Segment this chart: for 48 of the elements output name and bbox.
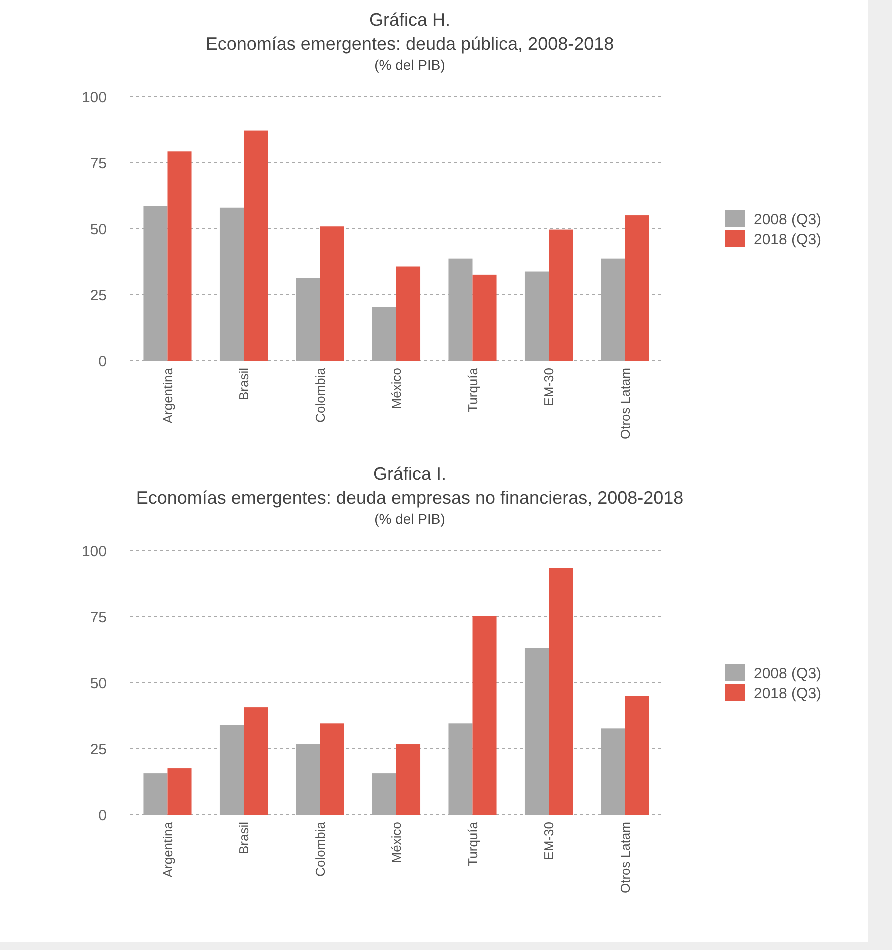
y-tick-label: 0	[98, 807, 107, 824]
x-tick-label: Turquía	[465, 821, 480, 866]
bar	[396, 266, 421, 361]
y-tick-label: 100	[82, 89, 107, 106]
x-tick-label: Turquía	[465, 367, 480, 412]
bar	[625, 696, 650, 815]
legend-label: 2018 (Q3)	[754, 685, 822, 702]
chart-subtitle: Economías emergentes: deuda pública, 2008-2018	[206, 34, 614, 54]
bar	[168, 152, 192, 361]
bar	[320, 226, 344, 361]
bar	[396, 744, 421, 815]
x-tick-label: Colombia	[312, 821, 328, 877]
x-tick-label: Otros Latam	[618, 822, 633, 894]
y-tick-label: 50	[90, 221, 107, 238]
chart-subtitle: Economías emergentes: deuda empresas no financieras, 2008-2018	[136, 488, 684, 508]
x-tick-label: Argentina	[160, 367, 176, 424]
y-tick-label: 0	[98, 353, 107, 370]
bar	[549, 230, 574, 361]
bar	[472, 274, 497, 361]
y-axis-title: (% del PIB)	[374, 57, 446, 73]
bar	[549, 568, 574, 815]
x-tick-label: EM-30	[542, 368, 557, 406]
x-tick-label: Otros Latam	[618, 368, 633, 440]
x-tick-label: Argentina	[160, 821, 176, 878]
bar	[320, 724, 344, 815]
y-axis-title: (% del PIB)	[374, 511, 446, 527]
bar	[244, 708, 268, 815]
bar	[625, 216, 650, 361]
x-tick-label: Colombia	[312, 367, 328, 423]
bar	[472, 616, 497, 815]
legend-label: 2008 (Q3)	[754, 665, 822, 682]
bar	[168, 768, 192, 815]
x-tick-label: México	[389, 822, 404, 864]
x-tick-label: Brasil	[236, 368, 252, 401]
bar	[244, 130, 268, 361]
x-tick-label: EM-30	[542, 822, 557, 860]
legend-label: 2008 (Q3)	[754, 211, 822, 228]
y-tick-label: 75	[90, 155, 107, 172]
x-tick-label: Brasil	[236, 822, 252, 855]
y-tick-label: 75	[90, 609, 107, 626]
y-tick-label: 100	[82, 543, 107, 560]
y-tick-label: 25	[90, 741, 107, 758]
legend-label: 2018 (Q3)	[754, 231, 822, 248]
y-tick-label: 25	[90, 287, 107, 304]
y-tick-label: 50	[90, 675, 107, 692]
chart-title: Gráfica I.	[373, 464, 447, 484]
x-tick-label: México	[389, 368, 404, 410]
chart-title: Gráfica H.	[369, 10, 451, 30]
